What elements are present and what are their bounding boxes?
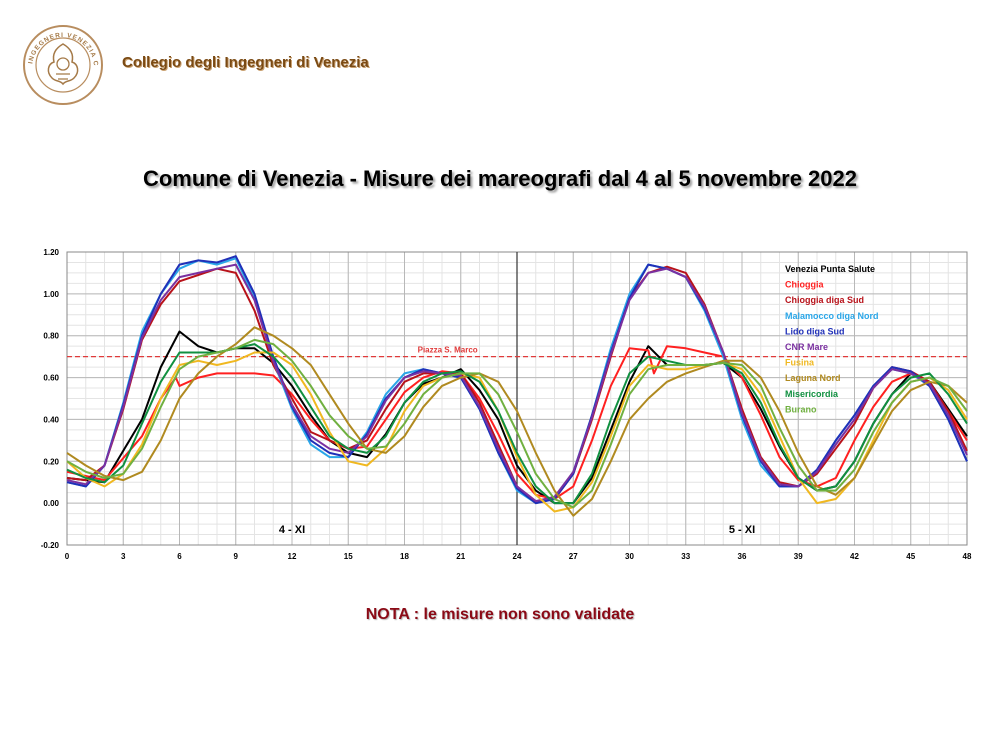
- x-tick-label: 27: [569, 552, 578, 561]
- day-label: 4 - XI: [279, 524, 305, 536]
- y-tick-label: -0.20: [41, 541, 60, 550]
- x-tick-label: 3: [121, 552, 126, 561]
- day-label: 5 - XI: [729, 524, 755, 536]
- x-tick-label: 12: [288, 552, 297, 561]
- y-tick-label: 0.00: [43, 499, 59, 508]
- x-tick-label: 30: [625, 552, 634, 561]
- x-tick-label: 45: [906, 552, 915, 561]
- legend-entry: CNR Mare: [785, 342, 828, 352]
- series-line: [66, 263, 968, 503]
- reference-label: Piazza S. Marco: [418, 346, 478, 355]
- y-tick-label: 1.00: [43, 290, 59, 299]
- series-line: [66, 338, 968, 509]
- x-tick-label: 18: [400, 552, 409, 561]
- series-line: [66, 255, 968, 505]
- x-tick-label: 9: [234, 552, 239, 561]
- x-tick-label: 21: [456, 552, 465, 561]
- x-tick-label: 36: [738, 552, 747, 561]
- series-line: [66, 326, 968, 517]
- x-tick-label: 24: [513, 552, 522, 561]
- legend-entry: Lido diga Sud: [785, 326, 845, 336]
- legend-entry: Chioggia: [785, 280, 824, 290]
- y-tick-label: 0.80: [43, 332, 59, 341]
- x-tick-label: 15: [344, 552, 353, 561]
- x-tick-label: 0: [65, 552, 70, 561]
- y-tick-label: 0.60: [43, 374, 59, 383]
- y-tick-label: 0.40: [43, 415, 59, 424]
- tide-gauge-chart: 0 3 6 9 12 15 18 21 24 27 30 33 36 39 42 45 48-0.200.000…: [41, 248, 972, 561]
- legend-entry: Fusina: [785, 358, 815, 368]
- legend-entry: Malamocco diga Nord: [785, 311, 879, 321]
- legend-entry: Laguna Nord: [785, 373, 841, 383]
- y-tick-label: 1.20: [43, 248, 59, 257]
- organization-name: Collegio degli Ingegneri di Venezia: [122, 54, 369, 71]
- legend-entry: Burano: [785, 404, 817, 414]
- x-tick-label: 6: [177, 552, 182, 561]
- legend-entry: Chioggia diga Sud: [785, 295, 864, 305]
- y-tick-label: 0.20: [43, 457, 59, 466]
- legend-entry: Venezia Punta Salute: [785, 264, 875, 274]
- legend-entry: Misericordia: [785, 389, 839, 399]
- validation-note: NOTA : le misure non sono validate: [365, 606, 635, 623]
- x-tick-label: 39: [794, 552, 803, 561]
- x-tick-label: 42: [850, 552, 859, 561]
- collegio-logo: INGEGNERI VENEZIA COLLEGIO: [22, 24, 103, 105]
- x-tick-label: 48: [963, 552, 972, 561]
- x-tick-label: 33: [681, 552, 690, 561]
- series-line: [66, 351, 968, 513]
- page-title: Comune di Venezia - Misure dei mareograf…: [142, 166, 858, 191]
